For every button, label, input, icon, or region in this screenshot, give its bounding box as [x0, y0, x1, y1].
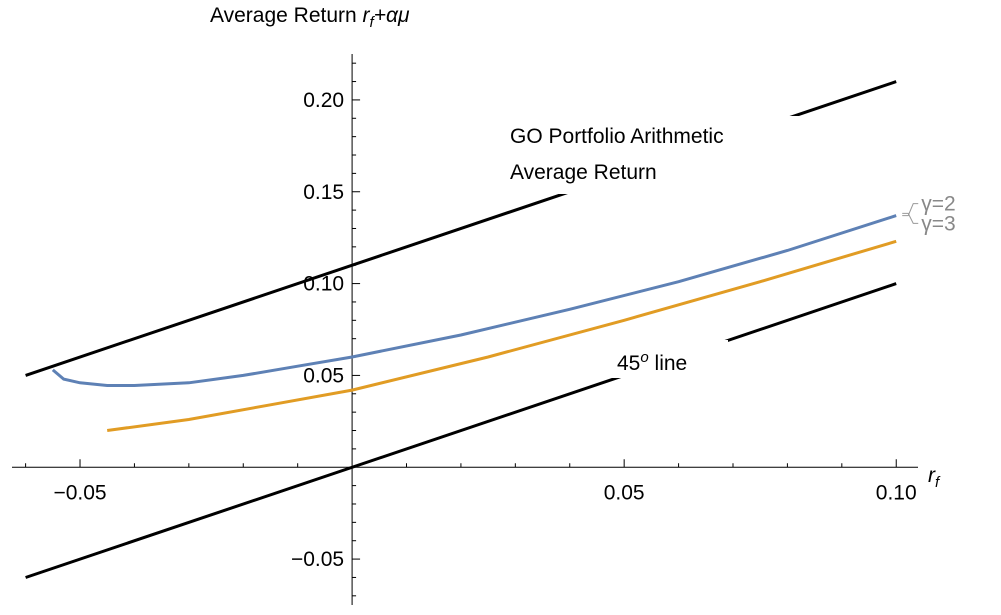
x-tick-label: 0.05 — [604, 481, 645, 504]
annotation-sup: o — [640, 349, 648, 366]
label-sub: f — [935, 474, 941, 491]
annotation-bg — [500, 116, 810, 194]
leader-line — [902, 203, 919, 217]
y-tick-label: 0.20 — [303, 89, 344, 112]
y-tick-label: 0.15 — [303, 181, 344, 204]
annotation-bg — [610, 340, 728, 378]
series-line — [51, 214, 897, 387]
label-part: +αμ — [374, 4, 410, 27]
series-label: γ=2 — [921, 193, 955, 216]
x-tick-label: −0.05 — [53, 481, 106, 504]
series-line — [25, 282, 897, 579]
series-label: γ=3 — [921, 212, 955, 235]
label-part: Average Return — [210, 4, 363, 27]
annotation: GO Portfolio Arithmetic — [510, 125, 724, 148]
label-sub: f — [370, 14, 376, 31]
annotation: 45o line — [617, 349, 687, 375]
x-axis-label: rf — [928, 464, 941, 491]
annotation-part: 45 — [617, 352, 640, 375]
y-tick-label: −0.05 — [291, 548, 344, 571]
series-line — [106, 239, 897, 432]
y-tick-label: 0.05 — [303, 364, 344, 387]
label-var: r — [363, 4, 371, 27]
leader-line — [902, 212, 919, 224]
y-axis-label: Average Return rf+αμ — [210, 4, 410, 31]
annotation: Average Return — [510, 161, 657, 184]
x-tick-label: 0.10 — [876, 481, 917, 504]
annotation-part: line — [649, 352, 688, 375]
label-var: r — [928, 464, 936, 487]
